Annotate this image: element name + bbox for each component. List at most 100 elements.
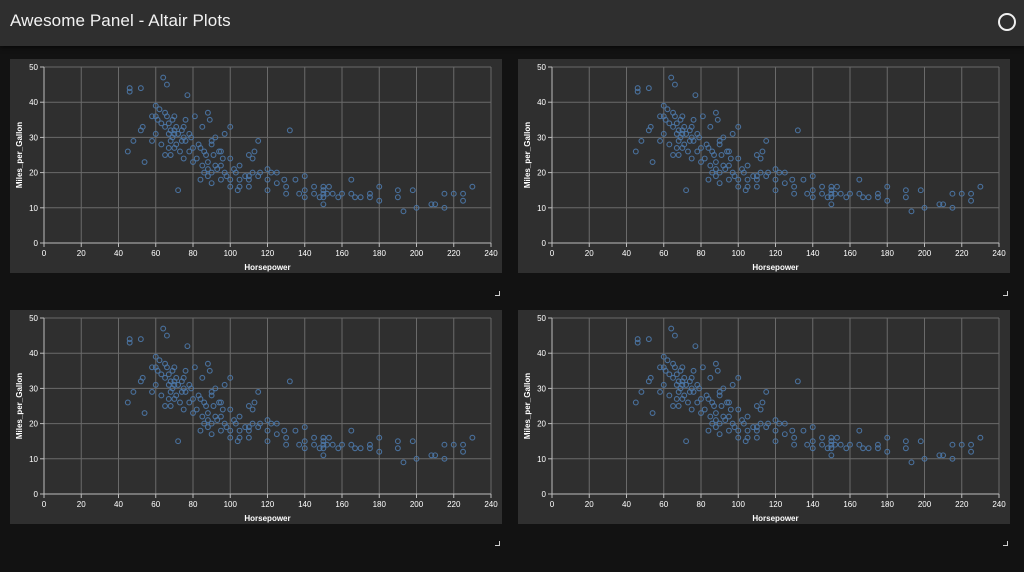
scatter-point <box>409 187 416 194</box>
scatter-point <box>352 445 358 452</box>
y-tick-label: 20 <box>537 169 546 178</box>
scatter-point <box>714 116 721 123</box>
plot-card-top-right[interactable]: 0 20 40 60 80 100 120 140 160 180 200 220 240 0 10 20 30… <box>518 59 1010 273</box>
scatter-point <box>828 445 835 452</box>
scatter-point <box>776 169 783 176</box>
scatter-point <box>283 183 290 190</box>
scatter-point <box>968 448 975 455</box>
x-tick-label: 160 <box>843 249 857 258</box>
scatter-point <box>666 371 673 378</box>
scatter-point <box>201 420 208 427</box>
scatter-point <box>141 159 148 165</box>
scatter-point <box>735 183 742 190</box>
y-axis-title: Miles_per_Gallon <box>523 122 532 188</box>
scatter-point <box>884 183 891 190</box>
x-tick-label: 0 <box>550 500 555 509</box>
scatter-point <box>670 123 677 130</box>
scatter-point <box>156 106 163 113</box>
scatter-point <box>326 434 332 441</box>
scatter-point <box>772 166 779 173</box>
scatter-point <box>735 434 742 441</box>
scatter-point <box>154 367 161 374</box>
scatter-point <box>791 190 798 197</box>
scatter-point <box>681 374 688 381</box>
app-header: Awesome Panel - Altair Plots <box>0 0 1024 46</box>
scatter-point <box>753 183 760 190</box>
scatter-point <box>662 367 669 374</box>
scatter-point <box>809 445 816 452</box>
scatter-point <box>765 169 772 176</box>
scatter-point <box>311 441 318 448</box>
scatter-point <box>819 441 826 448</box>
scatter-point <box>725 399 732 406</box>
scatter-point <box>804 441 811 448</box>
scatter-point <box>692 92 699 99</box>
x-tick-label: 220 <box>447 249 461 258</box>
scatter-point <box>681 123 688 130</box>
plot-card-bottom-left[interactable]: 0 20 40 60 80 100 120 140 160 180 200 220 240 0 10 20 30… <box>10 310 502 524</box>
scatter-point <box>685 399 691 406</box>
scatter-point <box>707 413 714 420</box>
scatter-point <box>227 406 234 413</box>
scatter-point <box>268 420 275 427</box>
scatter-point <box>283 190 290 197</box>
scatter-point <box>940 201 947 208</box>
plot-card-bottom-right[interactable]: 0 20 40 60 80 100 120 140 160 180 200 220 240 0 10 20 30… <box>518 310 1010 524</box>
resize-corner-icon[interactable] <box>1003 541 1008 546</box>
scatter-point <box>152 130 159 137</box>
scatter-point <box>707 162 714 169</box>
scatter-point <box>692 343 699 350</box>
scatter-point <box>376 197 383 204</box>
scatter-point <box>335 445 342 452</box>
scatter-point <box>460 190 467 197</box>
scatter-point <box>675 152 682 158</box>
scatter-point <box>729 130 736 137</box>
scatter-point <box>712 173 719 180</box>
scatter-point <box>675 403 682 409</box>
scatter-point <box>245 173 252 180</box>
resize-corner-icon[interactable] <box>495 291 500 296</box>
scatter-point <box>664 106 671 113</box>
scatter-point <box>731 424 738 431</box>
scatter-point <box>683 381 690 388</box>
scatter-point <box>668 325 675 332</box>
scatter-point <box>668 74 675 81</box>
x-tick-label: 100 <box>732 500 746 509</box>
scatter-point <box>949 441 956 448</box>
scatter-point <box>394 438 401 445</box>
scatter-point <box>884 434 891 441</box>
scatter-point <box>698 396 704 402</box>
scatter-point <box>671 364 678 371</box>
resize-corner-icon[interactable] <box>495 541 500 546</box>
scatter-point <box>268 169 275 176</box>
scatter-point <box>837 190 844 197</box>
scatter-point <box>292 427 299 434</box>
scatter-point <box>809 194 816 201</box>
scatter-point <box>657 364 663 371</box>
scatter-point <box>712 166 719 173</box>
scatter-point <box>698 410 704 416</box>
scatter-point <box>712 424 719 431</box>
scatter-point <box>917 438 924 445</box>
y-tick-label: 40 <box>29 98 38 107</box>
scatter-point <box>273 420 280 427</box>
scatter-point <box>219 155 226 162</box>
scatter-point <box>245 427 252 434</box>
scatter-point <box>177 399 183 406</box>
scatter-point <box>320 194 327 201</box>
scatter-point <box>735 406 742 413</box>
scatter-point <box>283 434 290 441</box>
scatter-point <box>753 434 760 441</box>
x-tick-label: 180 <box>881 500 895 509</box>
plot-card-top-left[interactable]: 0 20 40 60 80 100 120 140 160 180 200 220 240 0 10 20 30… <box>10 59 502 273</box>
resize-corner-icon[interactable] <box>1003 291 1008 296</box>
scatter-point <box>673 371 680 378</box>
scatter-point <box>657 113 663 120</box>
scatter-point <box>217 427 224 434</box>
scatter-point <box>204 159 211 165</box>
scatter-point <box>236 176 243 183</box>
scatter-point <box>460 197 467 204</box>
scatter-point <box>165 145 172 151</box>
scatter-point <box>791 441 798 448</box>
scatter-point <box>908 459 915 466</box>
